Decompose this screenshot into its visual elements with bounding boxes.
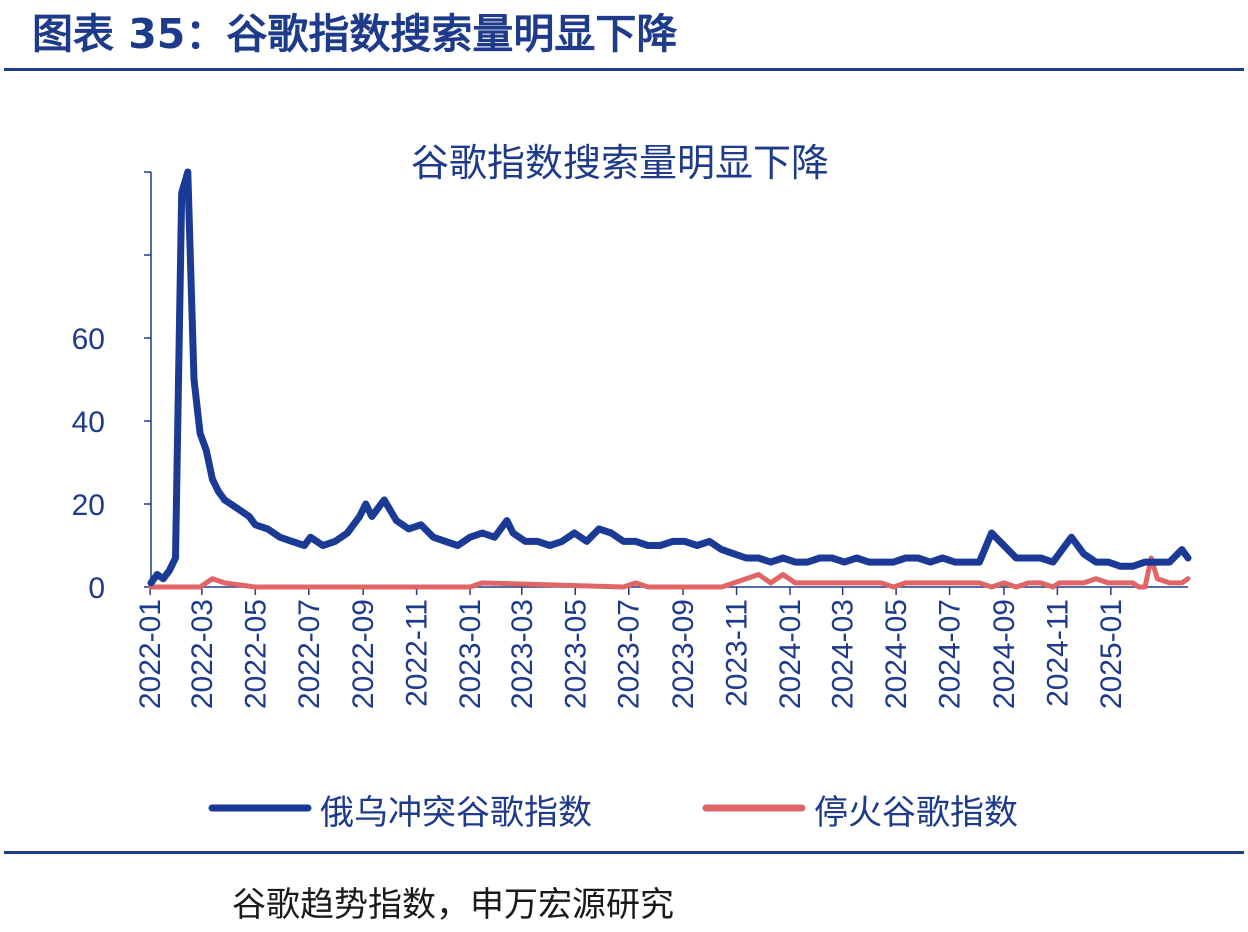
x-tick-label: 2024-09: [988, 599, 1021, 709]
legend-label-series-2: 停火谷歌指数: [814, 793, 1018, 833]
x-tick-label: 2022-05: [239, 599, 272, 709]
legend-label-series-1: 俄乌冲突谷歌指数: [320, 793, 592, 833]
figure-title: 图表 35：谷歌指数搜索量明显下降: [32, 10, 678, 58]
bottom-rule: [4, 851, 1244, 854]
series-line-2: [148, 555, 1191, 590]
series-line-1: [147, 168, 1192, 587]
x-tick-label: 2025-01: [1095, 599, 1128, 709]
x-tick-label: 2024-03: [827, 599, 860, 709]
top-rule: [4, 68, 1244, 71]
x-tick-label: 2022-07: [293, 599, 326, 709]
y-tick-label: 0: [88, 572, 105, 605]
x-tick-label: 2023-05: [559, 599, 592, 709]
axes: 0 20 40 60 2022-01 2022-03 2022-05 2022-07 2022-…: [72, 171, 1188, 709]
x-tick-label: 2023-03: [506, 599, 539, 709]
x-tick-label: 2022-11: [401, 599, 434, 707]
x-tick-label: 2022-09: [347, 599, 380, 709]
x-tick-label: 2024-11: [1041, 599, 1074, 707]
x-tick-label: 2022-01: [134, 599, 167, 709]
x-tick-label: 2024-07: [934, 599, 967, 709]
y-tick-label: 60: [72, 323, 105, 356]
legend: 俄乌冲突谷歌指数 停火谷歌指数: [208, 793, 1018, 833]
chart-title: 谷歌指数搜索量明显下降: [411, 141, 829, 185]
y-tick-label: 40: [72, 406, 105, 439]
x-tick-label: 2023-07: [613, 599, 646, 709]
x-tick-label: 2023-11: [721, 599, 754, 707]
y-tick-label: 20: [72, 489, 105, 522]
x-tick-label: 2024-01: [774, 599, 807, 709]
x-tick-label: 2023-01: [454, 599, 487, 709]
x-tick-label: 2024-05: [880, 599, 913, 709]
source-note: 谷歌趋势指数，申万宏源研究: [232, 885, 674, 925]
series-layer: [147, 168, 1192, 590]
x-tick-label: 2022-03: [186, 599, 219, 709]
x-tick-label: 2023-09: [667, 599, 700, 709]
